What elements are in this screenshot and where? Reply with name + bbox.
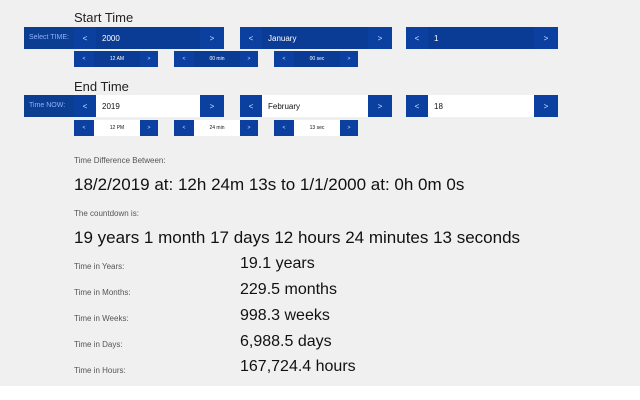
end-month-prev-button[interactable]: < <box>240 95 262 117</box>
start-minute-field[interactable]: 00 min <box>194 51 240 67</box>
end-day-prev-button[interactable]: < <box>406 95 428 117</box>
time-difference-label: Time Difference Between: <box>74 156 166 165</box>
start-month-prev-button[interactable]: < <box>240 27 262 49</box>
stat-label-hours: Time in Hours: <box>74 366 126 375</box>
stat-label-weeks: Time in Weeks: <box>74 314 129 323</box>
end-minute-field[interactable]: 24 min <box>194 120 240 136</box>
stat-label-months: Time in Months: <box>74 288 131 297</box>
end-year-next-button[interactable]: > <box>200 95 224 117</box>
end-day-next-button[interactable]: > <box>534 95 558 117</box>
start-second-next-button[interactable]: > <box>340 51 358 67</box>
start-month-next-button[interactable]: > <box>368 27 392 49</box>
time-now-badge: Time NOW: <box>24 95 74 117</box>
start-minute-prev-button[interactable]: < <box>174 51 194 67</box>
countdown-text: 19 years 1 month 17 days 12 hours 24 min… <box>74 228 521 247</box>
end-hour-next-button[interactable]: > <box>140 120 158 136</box>
time-difference-text: 18/2/2019 at: 12h 24m 13s to 1/1/2000 at… <box>74 175 465 194</box>
start-hour-next-button[interactable]: > <box>140 51 158 67</box>
start-second-field[interactable]: 00 sec <box>294 51 340 67</box>
countdown-label: The countdown is: <box>74 209 139 218</box>
end-minute-prev-button[interactable]: < <box>174 120 194 136</box>
end-second-next-button[interactable]: > <box>340 120 358 136</box>
end-second-field[interactable]: 13 sec <box>294 120 340 136</box>
stat-value-years: 19.1 years <box>240 255 315 272</box>
stat-label-days: Time in Days: <box>74 340 123 349</box>
start-minute-next-button[interactable]: > <box>240 51 258 67</box>
end-second-prev-button[interactable]: < <box>274 120 294 136</box>
start-day-field[interactable]: 1 <box>428 27 534 49</box>
start-day-next-button[interactable]: > <box>534 27 558 49</box>
start-month-field[interactable]: January <box>262 27 368 49</box>
end-hour-prev-button[interactable]: < <box>74 120 94 136</box>
end-day-field[interactable]: 18 <box>428 95 534 117</box>
stat-value-days: 6,988.5 days <box>240 333 332 350</box>
end-time-title: End Time <box>74 79 129 94</box>
end-month-next-button[interactable]: > <box>368 95 392 117</box>
start-year-field[interactable]: 2000 <box>96 27 200 49</box>
stat-value-months: 229.5 months <box>240 281 337 298</box>
stat-label-years: Time in Years: <box>74 262 125 271</box>
stat-value-hours: 167,724.4 hours <box>240 358 356 375</box>
select-time-badge: Select TIME: <box>24 27 74 49</box>
start-day-prev-button[interactable]: < <box>406 27 428 49</box>
bottom-edge <box>0 386 640 400</box>
start-year-next-button[interactable]: > <box>200 27 224 49</box>
end-year-field[interactable]: 2019 <box>96 95 200 117</box>
start-year-prev-button[interactable]: < <box>74 27 96 49</box>
start-hour-prev-button[interactable]: < <box>74 51 94 67</box>
end-hour-field[interactable]: 12 PM <box>94 120 140 136</box>
start-second-prev-button[interactable]: < <box>274 51 294 67</box>
start-hour-field[interactable]: 12 AM <box>94 51 140 67</box>
start-time-title: Start Time <box>74 10 134 25</box>
end-minute-next-button[interactable]: > <box>240 120 258 136</box>
end-month-field[interactable]: February <box>262 95 368 117</box>
stat-value-weeks: 998.3 weeks <box>240 307 330 324</box>
end-year-prev-button[interactable]: < <box>74 95 96 117</box>
